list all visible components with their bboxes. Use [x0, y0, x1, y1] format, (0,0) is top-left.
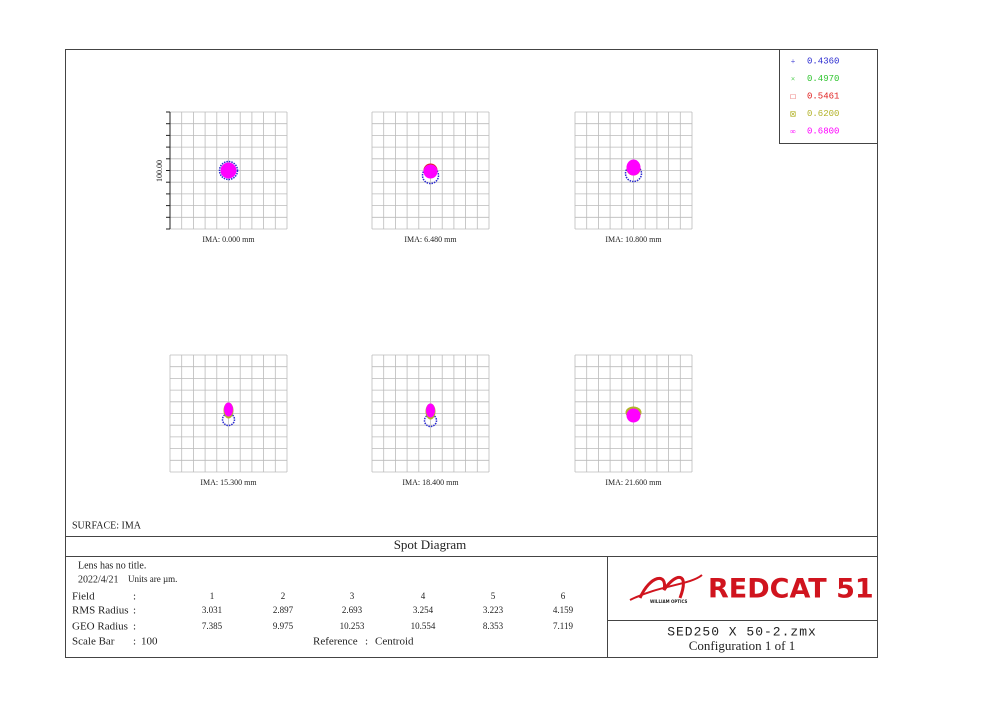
panel-label: IMA: 18.400 mm [402, 478, 459, 487]
geo-value: 7.119 [553, 621, 573, 631]
colon: : [133, 636, 136, 648]
legend-label: 0.6200 [807, 109, 839, 119]
colon: : [133, 621, 136, 633]
colon: : [365, 636, 368, 648]
geo-label: GEO Radius [72, 621, 128, 633]
spot [421, 166, 440, 185]
units: Units are µm. [128, 574, 177, 584]
fields-value: 2 [281, 591, 286, 601]
panel-label: IMA: 0.000 mm [202, 235, 255, 244]
scale-bar-value: 100 [141, 636, 158, 648]
lens-title: Lens has no title. [78, 560, 146, 571]
rms-value: 4.159 [553, 605, 574, 615]
spot [624, 164, 643, 183]
geo-value: 10.554 [411, 621, 436, 631]
panel-label: IMA: 10.800 mm [605, 235, 662, 244]
fields-value: 4 [421, 591, 426, 601]
scale-bar-label: Scale Bar [72, 636, 115, 648]
date: 2022/4/21 [78, 574, 119, 585]
panel-label: IMA: 6.480 mm [404, 235, 457, 244]
rms-value: 3.254 [413, 605, 434, 615]
geo-value: 7.385 [202, 621, 223, 631]
panel-label: IMA: 15.300 mm [200, 478, 257, 487]
file-name: SED250 X 50-2.zmx [667, 624, 817, 639]
rms-value: 2.693 [342, 605, 363, 615]
legend-marker: + [791, 57, 796, 66]
rms-value: 3.031 [202, 605, 222, 615]
geo-value: 8.353 [483, 621, 504, 631]
field-label: Field [72, 591, 95, 603]
title: Spot Diagram [394, 537, 467, 552]
legend-label: 0.6800 [807, 126, 839, 136]
legend-marker: □ [791, 92, 796, 101]
rms-label: RMS Radius [72, 605, 129, 617]
rms-value: 2.897 [273, 605, 294, 615]
spot [220, 162, 237, 179]
logo-swoosh [638, 576, 685, 599]
colon: : [133, 591, 136, 603]
scale-label: 100.00 [155, 160, 164, 182]
frame [65, 49, 878, 658]
logo-swoosh [629, 574, 703, 601]
fields-value: 6 [561, 591, 566, 601]
geo-value: 9.975 [273, 621, 294, 631]
legend-label: 0.5461 [807, 91, 839, 101]
spot [426, 403, 435, 418]
reference-label: Reference [313, 636, 358, 648]
legend-marker: ⊠ [790, 109, 797, 118]
logo: WILLIAM OPTICS REDCAT 51 [629, 574, 874, 605]
spot [423, 164, 438, 179]
spot [218, 160, 239, 181]
rms-value: 3.223 [483, 605, 504, 615]
geo-value: 10.253 [340, 621, 365, 631]
configuration: Configuration 1 of 1 [689, 638, 796, 653]
legend-marker: × [791, 74, 796, 83]
legend-marker: ∞ [790, 127, 796, 136]
fields-value: 1 [210, 591, 215, 601]
logo-text: REDCAT 51 [708, 574, 874, 605]
logo-sub: WILLIAM OPTICS [650, 599, 688, 604]
spot [224, 402, 233, 417]
fields-value: 5 [491, 591, 496, 601]
spot [626, 159, 641, 176]
legend-label: 0.4970 [807, 74, 839, 84]
spot [626, 408, 641, 423]
legend-box [779, 49, 878, 144]
colon: : [133, 605, 136, 617]
panel-label: IMA: 21.600 mm [605, 478, 662, 487]
surface-label: SURFACE: IMA [72, 520, 142, 531]
reference-value: Centroid [375, 636, 414, 648]
fields-value: 3 [350, 591, 355, 601]
legend-label: 0.4360 [807, 56, 839, 66]
